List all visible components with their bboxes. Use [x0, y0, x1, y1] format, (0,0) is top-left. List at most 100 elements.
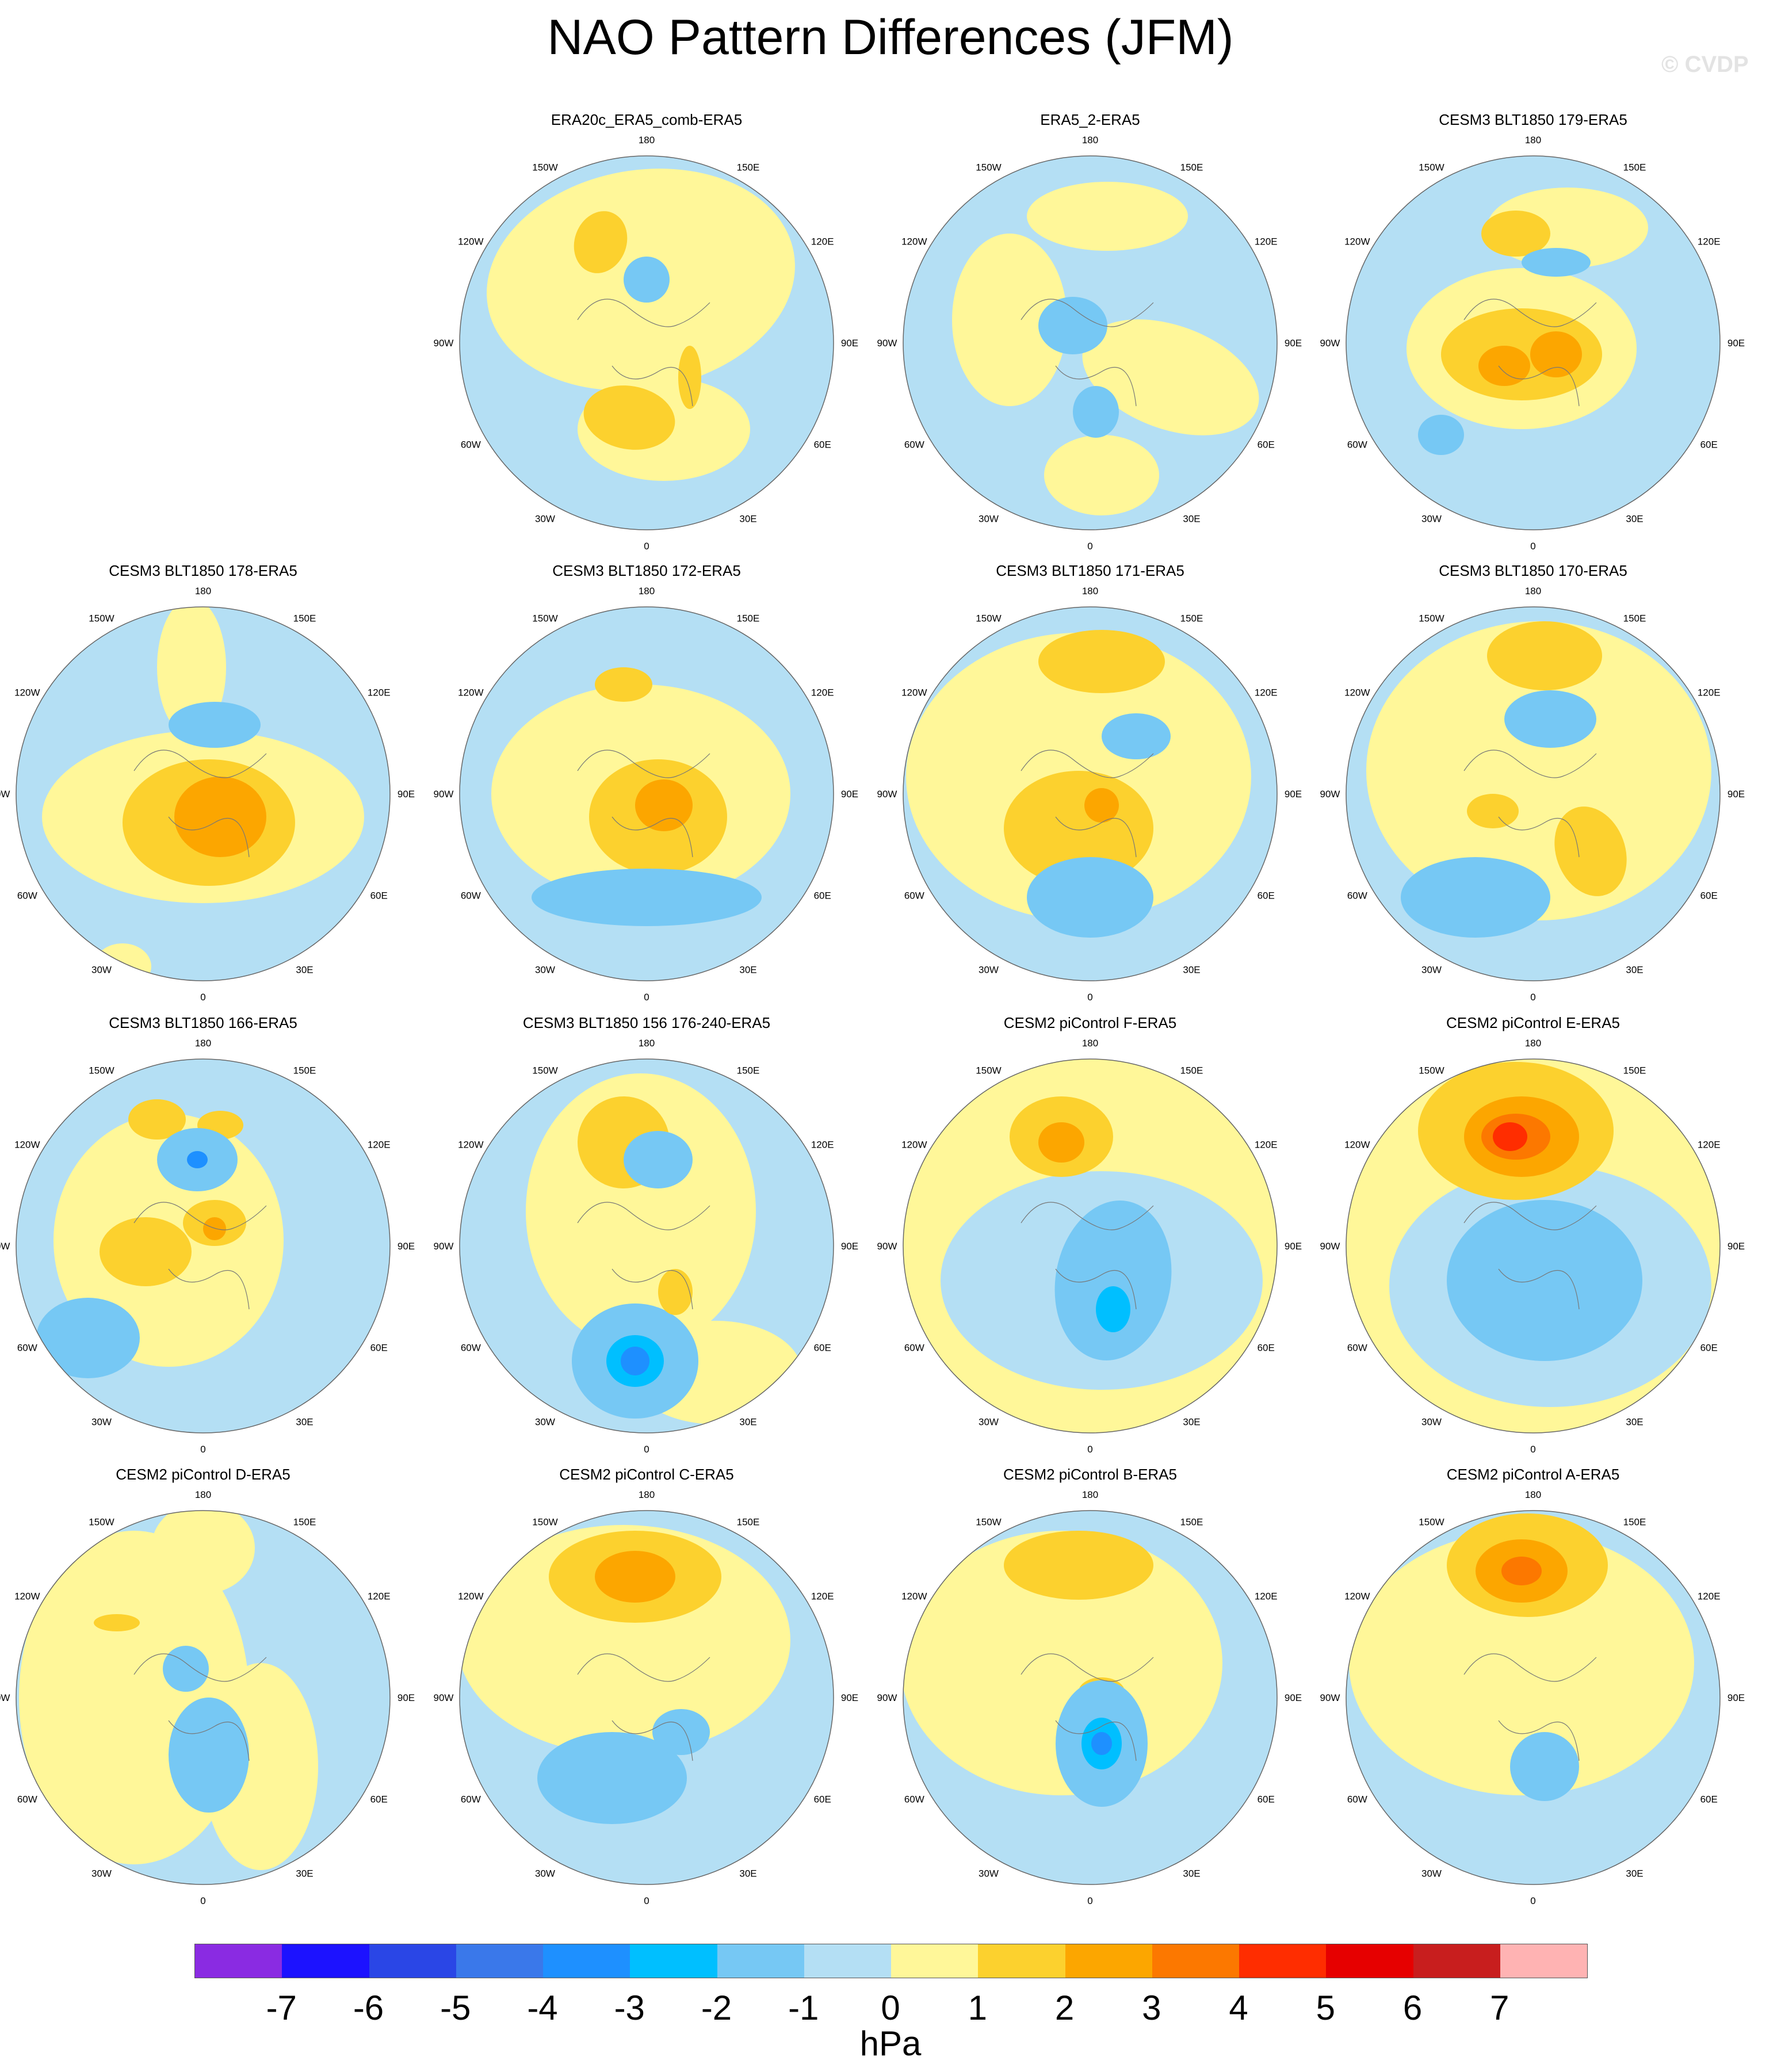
map-boundary [459, 1058, 834, 1433]
longitude-label: 120E [1255, 1140, 1278, 1150]
colorbar-tick-label: 1 [968, 1989, 987, 2027]
panel-title: CESM2 piControl C-ERA5 [559, 1466, 734, 1483]
longitude-label: 150E [1623, 1065, 1646, 1076]
longitude-label: 120E [811, 1140, 834, 1150]
longitude-label: 30E [1626, 514, 1643, 525]
colorbar-swatch [804, 1944, 891, 1978]
colorbar-swatch [1239, 1944, 1327, 1978]
map-panel: CESM2 piControl A-ERA5 180 150E 120E 90E 60E 3… [1320, 1464, 1745, 1918]
panel-title: CESM2 piControl B-ERA5 [1003, 1466, 1177, 1483]
contour-region [94, 1614, 140, 1631]
map-panel: CESM3 BLT1850 166-ERA5 180 150E 120E 90E 60E 3… [0, 1012, 415, 1467]
longitude-label: 90W [0, 1241, 10, 1252]
longitude-label: 30E [296, 1868, 313, 1879]
contour-region [100, 1217, 192, 1286]
longitude-label: 30W [535, 1868, 555, 1879]
longitude-label: 90W [0, 1692, 10, 1703]
contour-region [1082, 319, 1259, 435]
panel-title: ERA20c_ERA5_comb-ERA5 [551, 111, 743, 128]
longitude-label: 180 [1525, 586, 1541, 597]
longitude-label: 120W [901, 1591, 927, 1602]
contour-region [595, 1551, 675, 1603]
longitude-label: 0 [644, 992, 649, 1003]
longitude-label: 120E [368, 1140, 391, 1150]
coastline [1463, 1653, 1597, 1761]
contour-region [1467, 794, 1519, 828]
longitude-label: 180 [639, 1489, 655, 1500]
longitude-label: 60W [1347, 439, 1367, 450]
contour-region [169, 702, 261, 748]
panel-title: ERA5_2-ERA5 [1040, 111, 1140, 128]
longitude-label: 30W [1421, 1417, 1442, 1428]
longitude-label: 0 [1530, 1444, 1535, 1455]
panel-title: CESM3 BLT1850 178-ERA5 [109, 562, 297, 579]
map-boundary [459, 1510, 834, 1885]
longitude-label: 60W [17, 890, 37, 901]
longitude-label: 60E [1258, 1343, 1275, 1354]
longitude-label: 150W [532, 162, 557, 173]
longitude-label: 30W [91, 1417, 112, 1428]
longitude-label: 60W [461, 890, 481, 901]
longitude-label: 150E [1623, 162, 1646, 173]
longitude-label: 180 [639, 586, 655, 597]
longitude-label: 120W [901, 687, 927, 698]
contour-region [624, 1131, 693, 1188]
longitude-label: 120W [14, 1591, 40, 1602]
longitude-label: 60E [814, 1794, 831, 1805]
longitude-label: 150W [532, 1065, 557, 1076]
longitude-label: 30E [1626, 965, 1643, 976]
longitude-label: 30E [739, 1868, 756, 1879]
contour-region [1102, 713, 1171, 759]
longitude-label: 90W [434, 1692, 454, 1703]
colorbar-swatch [456, 1944, 543, 1978]
longitude-label: 150E [293, 613, 316, 624]
longitude-label: 120E [811, 236, 834, 247]
map-panel: ERA5_2-ERA5 180 150E 120E 90E 60E 30E 0 30W 60W 90… [877, 109, 1302, 564]
contour-region [1530, 331, 1582, 377]
longitude-label: 90E [841, 789, 858, 800]
longitude-label: 90E [1728, 789, 1745, 800]
contour-region [1004, 1531, 1153, 1600]
longitude-label: 90W [1320, 789, 1340, 800]
longitude-label: 120E [1698, 1140, 1721, 1150]
polar-map: 180 150E 120E 90E 60E 30E 0 30W 60W 90W 120W 150W [434, 586, 859, 1003]
contour-region [187, 1151, 208, 1168]
colorbar-ticks: -7 -6 -5 -4 -3 -2 -1 0 1 2 3 4 5 6 7 [0, 1988, 1781, 2028]
longitude-label: 90E [1285, 1241, 1302, 1252]
coastline [577, 1202, 710, 1310]
longitude-label: 90E [1285, 338, 1302, 349]
contour-region [1349, 1531, 1694, 1795]
longitude-label: 180 [195, 586, 211, 597]
panel-title: CESM3 BLT1850 171-ERA5 [996, 562, 1184, 579]
colorbar-swatch [369, 1944, 456, 1978]
longitude-label: 180 [1082, 1489, 1098, 1500]
longitude-label: 60W [904, 439, 924, 450]
polar-map: 180 150E 120E 90E 60E 30E 0 30W 60W 90W 120W 150W [877, 1038, 1302, 1455]
longitude-label: 150E [1623, 613, 1646, 624]
longitude-label: 60W [461, 1343, 481, 1354]
contour-region [36, 1298, 140, 1378]
longitude-label: 120E [811, 687, 834, 698]
longitude-label: 60E [370, 890, 388, 901]
polar-map: 180 150E 120E 90E 60E 30E 0 30W 60W 90W 120W 150W [877, 586, 1302, 1003]
contour-region [537, 1732, 687, 1824]
longitude-label: 90E [841, 1692, 858, 1703]
longitude-label: 150W [532, 613, 557, 624]
longitude-label: 120W [1344, 1140, 1370, 1150]
longitude-label: 60E [1258, 439, 1275, 450]
coastline [133, 1653, 267, 1761]
longitude-label: 150W [976, 613, 1001, 624]
contour-region [678, 346, 701, 409]
longitude-label: 90W [0, 789, 10, 800]
map-panel: CESM3 BLT1850 179-ERA5 180 150E 120E 90E 60E 3… [1320, 109, 1745, 564]
page-title: NAO Pattern Differences (JFM) [547, 10, 1234, 65]
longitude-label: 90E [1728, 1241, 1745, 1252]
coastline [577, 1653, 710, 1761]
coastline [1021, 1202, 1154, 1310]
longitude-label: 120W [458, 1140, 483, 1150]
longitude-label: 120E [1698, 1591, 1721, 1602]
longitude-label: 60E [1700, 439, 1718, 450]
longitude-label: 120W [458, 1591, 483, 1602]
longitude-label: 90W [1320, 338, 1340, 349]
longitude-label: 150W [1419, 1065, 1444, 1076]
